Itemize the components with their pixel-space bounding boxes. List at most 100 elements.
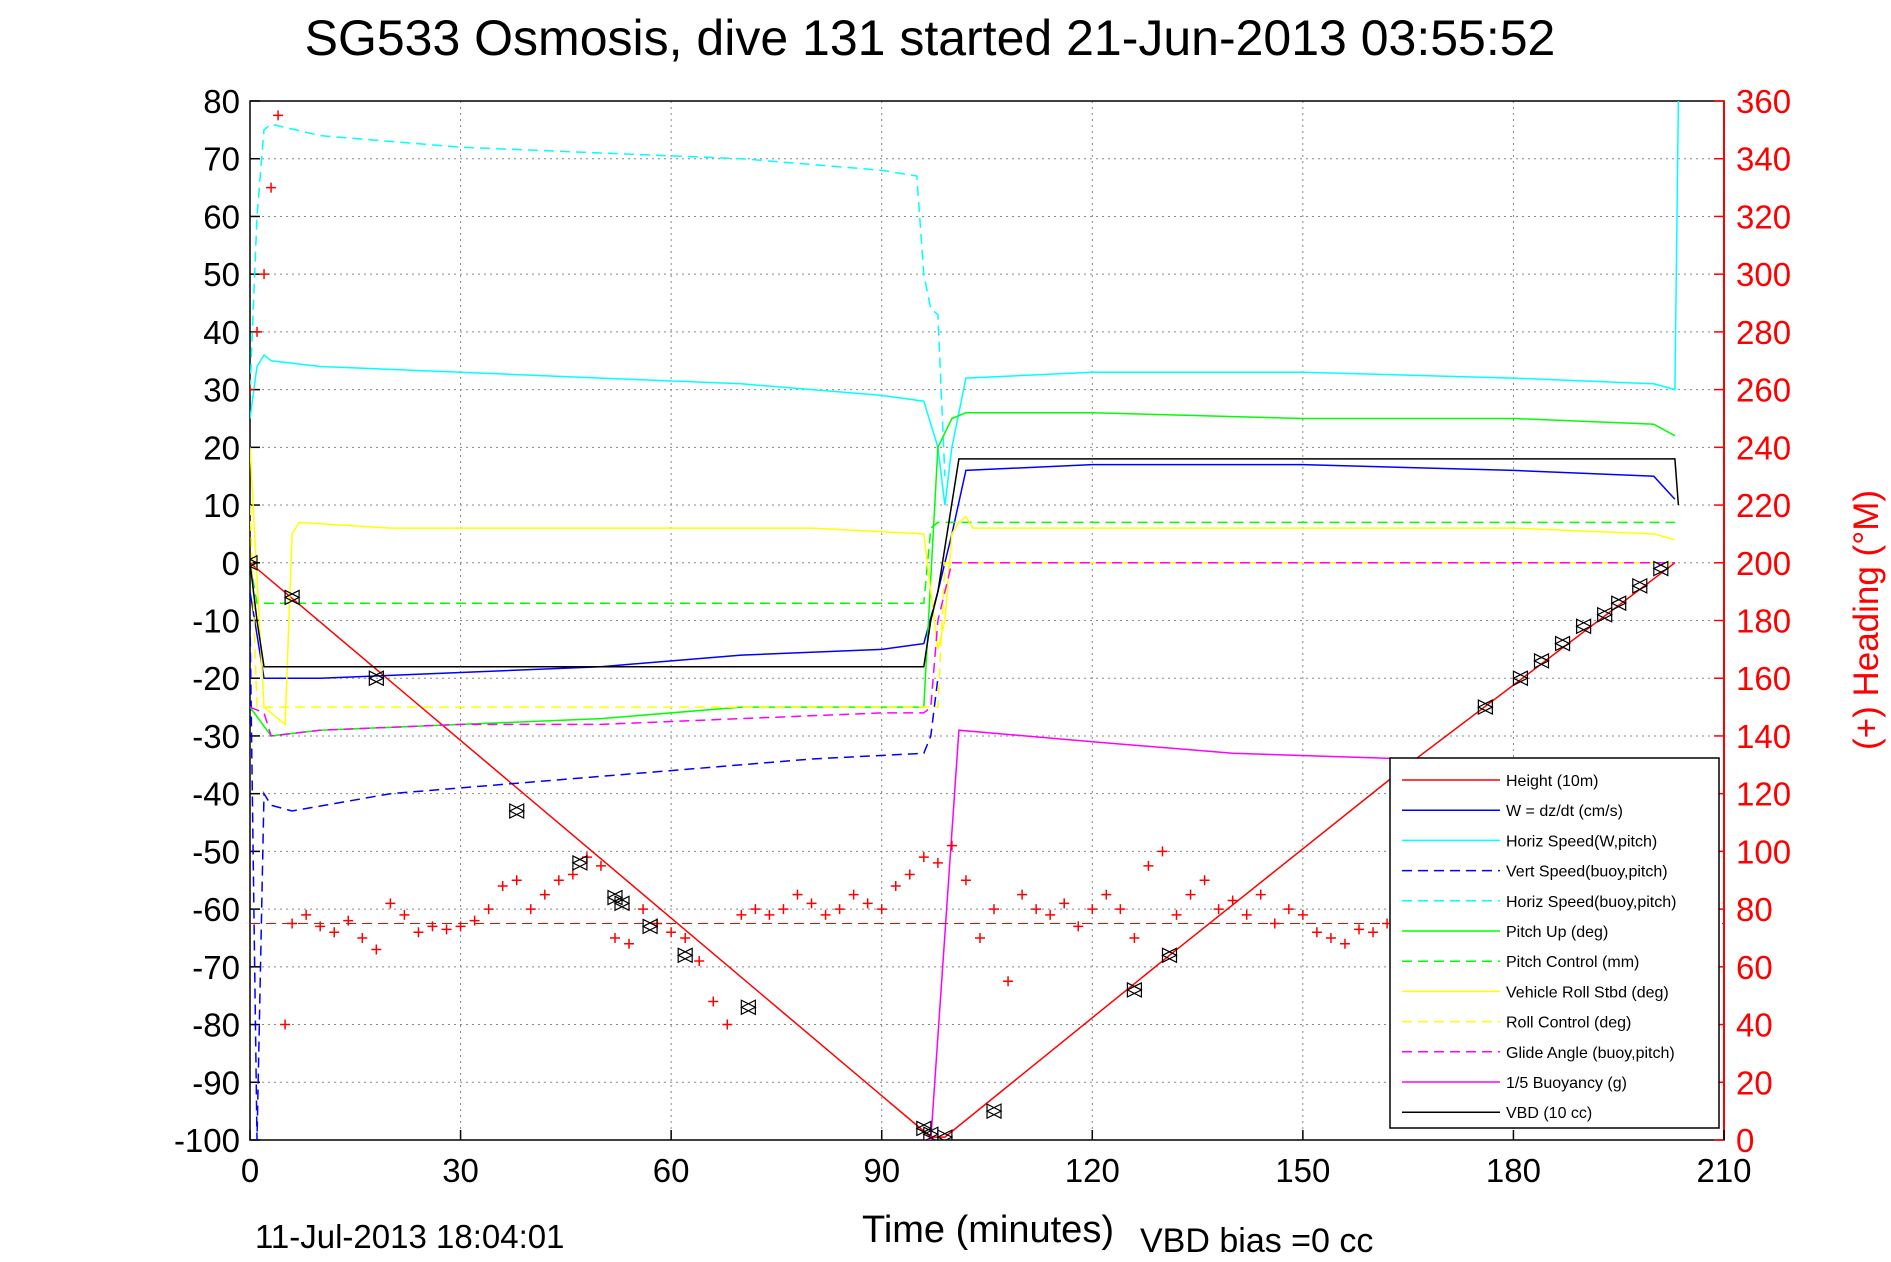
- heading-point: [1325, 932, 1336, 943]
- heading-point: [1185, 889, 1196, 900]
- dive-marker: [1161, 947, 1178, 964]
- heading-point: [792, 889, 803, 900]
- dive-marker: [1652, 560, 1670, 577]
- legend-label: Pitch Control (mm): [1506, 954, 1639, 971]
- y-right-tick-label: 240: [1736, 429, 1791, 466]
- series-line-2: [250, 101, 1680, 506]
- legend-label: 1/5 Buoyancy (g): [1506, 1075, 1627, 1092]
- y-tick-label: -30: [192, 718, 240, 755]
- legend-label: Vert Speed(buoy,pitch): [1506, 864, 1668, 881]
- y-tick-label: 70: [203, 141, 240, 178]
- y-tick-label: 60: [203, 198, 240, 235]
- y-right-tick-label: 340: [1736, 141, 1791, 178]
- heading-point: [553, 875, 564, 886]
- heading-point: [273, 110, 284, 121]
- dive-marker: [936, 1129, 954, 1140]
- x-tick-label: 150: [1275, 1152, 1330, 1189]
- y-right-tick-label: 140: [1736, 718, 1791, 755]
- y-right-tick-label: 60: [1736, 949, 1773, 986]
- y-tick-label: 10: [203, 487, 240, 524]
- heading-point: [301, 909, 312, 920]
- y-right-tick-label: 160: [1736, 660, 1791, 697]
- heading-point: [1213, 904, 1224, 915]
- heading-point: [1115, 904, 1126, 915]
- dive-marker: [985, 1103, 1003, 1120]
- x-tick-label: 30: [442, 1152, 479, 1189]
- heading-point: [1255, 889, 1266, 900]
- dive-marker: [368, 670, 385, 687]
- dive-marker: [1596, 606, 1614, 623]
- series-line-9: [250, 562, 1675, 737]
- heading-point: [567, 869, 578, 880]
- heading-point: [624, 938, 635, 949]
- heading-point: [904, 869, 915, 880]
- heading-point: [250, 384, 255, 395]
- heading-point: [385, 898, 396, 909]
- y-tick-label: -60: [192, 891, 240, 928]
- dive-marker: [250, 554, 259, 571]
- heading-point: [694, 956, 705, 967]
- heading-point: [252, 326, 263, 337]
- y-right-tick-label: 360: [1736, 83, 1791, 120]
- y-tick-label: 0: [222, 545, 240, 582]
- heading-point: [1311, 927, 1322, 938]
- y-right-tick-label: 260: [1736, 372, 1791, 409]
- y-axis-right-label: (+) Heading (°M): [1847, 490, 1886, 750]
- heading-point: [806, 898, 817, 909]
- heading-point: [932, 857, 943, 868]
- dive-marker: [571, 854, 589, 871]
- y-tick-label: -20: [192, 660, 240, 697]
- y-right-tick-label: 20: [1736, 1064, 1773, 1101]
- heading-point: [834, 904, 845, 915]
- y-tick-label: 50: [203, 256, 240, 293]
- x-axis-label: Time (minutes): [862, 1209, 1114, 1251]
- dive-marker: [641, 918, 659, 935]
- dive-marker: [1575, 618, 1592, 635]
- footer-timestamp: 11-Jul-2013 18:04:01: [255, 1218, 564, 1255]
- heading-point: [357, 932, 368, 943]
- y-right-tick-label: 320: [1736, 198, 1791, 235]
- heading-point: [1283, 904, 1294, 915]
- legend-label: VBD (10 cc): [1506, 1105, 1592, 1122]
- series-line-7: [250, 447, 1676, 726]
- x-tick-label: 120: [1065, 1152, 1120, 1189]
- y-right-tick-label: 120: [1736, 776, 1791, 813]
- heading-point: [848, 889, 859, 900]
- dive-marker: [508, 803, 526, 819]
- heading-point: [680, 932, 691, 943]
- heading-point: [638, 904, 649, 915]
- heading-point: [918, 852, 929, 863]
- series-lines: [250, 101, 1680, 1140]
- heading-point: [1045, 909, 1056, 920]
- heading-point: [511, 875, 522, 886]
- heading-point: [455, 921, 466, 932]
- x-tick-label: 210: [1696, 1152, 1751, 1189]
- heading-point: [315, 921, 326, 932]
- heading-point: [722, 1019, 733, 1030]
- series-line-10: [923, 729, 1409, 1140]
- heading-series: [250, 110, 1393, 1030]
- heading-point: [427, 921, 438, 932]
- dive-marker: [1533, 652, 1550, 669]
- heading-point: [946, 840, 957, 851]
- y-tick-label: 20: [203, 429, 240, 466]
- dive-marker: [283, 589, 301, 606]
- heading-point: [441, 924, 452, 935]
- heading-point: [266, 182, 277, 193]
- y-right-tick-label: 200: [1736, 545, 1791, 582]
- heading-point: [708, 996, 719, 1007]
- heading-point: [736, 909, 747, 920]
- y-axis-right: 3603403203002802602402202001801601401201…: [1714, 83, 1791, 1159]
- heading-point: [862, 898, 873, 909]
- legend-label: Height (10m): [1506, 773, 1598, 790]
- x-tick-label: 60: [653, 1152, 690, 1189]
- series-line-0: [250, 562, 1676, 1138]
- legend-label: W = dz/dt (cm/s): [1506, 803, 1623, 820]
- x-tick-label: 180: [1486, 1152, 1541, 1189]
- legend-label: Roll Control (deg): [1506, 1015, 1631, 1032]
- y-right-tick-label: 80: [1736, 891, 1773, 928]
- legend: Height (10m) W = dz/dt (cm/s) Horiz Speed(…: [1389, 757, 1720, 1129]
- legend-label: Horiz Speed(buoy,pitch): [1506, 894, 1676, 911]
- heading-point: [890, 881, 901, 892]
